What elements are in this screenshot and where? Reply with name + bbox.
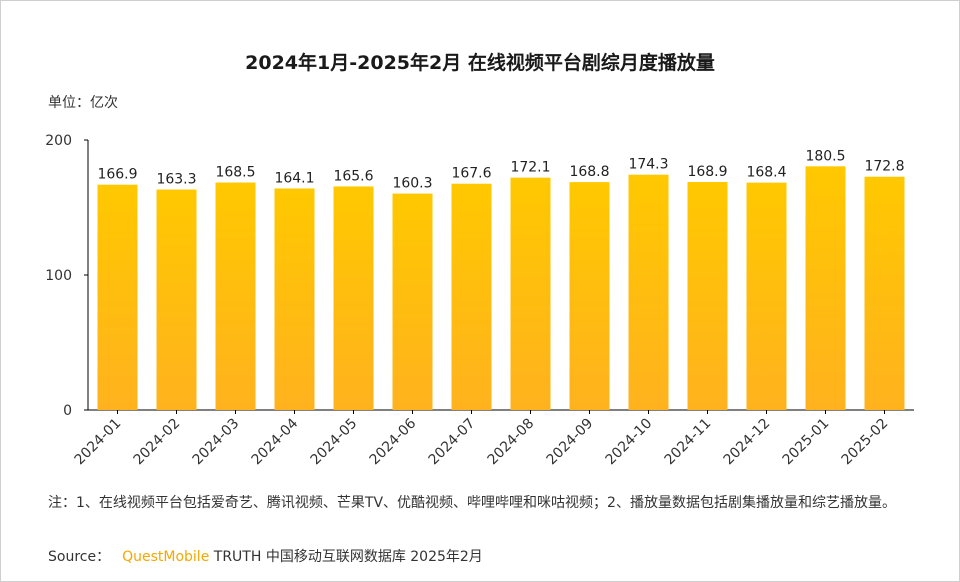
data-label: 174.3 — [628, 157, 668, 173]
bar — [274, 188, 315, 410]
x-tick-label: 2024-12 — [721, 416, 774, 469]
bar — [215, 182, 256, 410]
x-tick-label: 2024-11 — [662, 416, 715, 469]
y-tick-label: 0 — [63, 403, 72, 419]
bar — [97, 184, 138, 410]
y-tick-label: 200 — [45, 133, 72, 149]
data-label: 160.3 — [392, 176, 432, 192]
data-label: 168.4 — [746, 165, 786, 181]
x-tick-label: 2025-02 — [839, 416, 892, 469]
bar — [156, 189, 197, 410]
brand-logo: QuestMobile — [122, 549, 210, 565]
bar — [628, 174, 669, 410]
data-label: 180.5 — [805, 148, 845, 164]
x-tick-label: 2024-04 — [249, 415, 302, 468]
data-label: 172.1 — [510, 160, 550, 176]
data-label: 168.5 — [215, 165, 255, 181]
chart-title: 2024年1月-2025年2月 在线视频平台剧综月度播放量 — [245, 52, 715, 74]
x-tick-label: 2025-01 — [780, 416, 833, 469]
bar — [392, 193, 433, 410]
x-tick-label: 2024-09 — [544, 416, 597, 469]
data-label: 167.6 — [451, 166, 491, 182]
unit-label: 单位：亿次 — [48, 95, 118, 111]
bar — [569, 182, 610, 410]
data-label: 165.6 — [333, 168, 373, 184]
x-tick-label: 2024-05 — [308, 416, 361, 469]
data-label: 168.8 — [569, 164, 609, 180]
data-label: 168.9 — [687, 164, 727, 180]
bar — [333, 186, 374, 410]
data-label: 163.3 — [156, 172, 196, 188]
data-label: 166.9 — [97, 167, 137, 183]
x-tick-label: 2024-07 — [426, 416, 479, 469]
x-tick-label: 2024-06 — [367, 415, 420, 468]
footnote: 注：1、在线视频平台包括爱奇艺、腾讯视频、芒果TV、优酷视频、哔哩哔哩和咪咕视频… — [48, 495, 896, 511]
x-tick-label: 2024-01 — [72, 416, 125, 469]
data-label: 164.1 — [274, 170, 314, 186]
x-tick-label: 2024-02 — [131, 416, 184, 469]
bar — [451, 183, 492, 410]
x-tick-label: 2024-03 — [190, 416, 243, 469]
source-label: Source： — [48, 549, 111, 565]
source-line: Source： QuestMobile TRUTH 中国移动互联网数据库 2025… — [48, 546, 483, 566]
x-tick-label: 2024-10 — [603, 416, 656, 469]
x-tick-label: 2024-08 — [485, 416, 538, 469]
y-tick-label: 100 — [45, 268, 72, 284]
source-text: TRUTH 中国移动互联网数据库 2025年2月 — [213, 549, 483, 565]
bar — [746, 182, 787, 410]
bar — [510, 177, 551, 410]
bar — [805, 166, 846, 410]
data-label: 172.8 — [864, 159, 904, 175]
bar — [687, 181, 728, 410]
bar — [864, 176, 905, 410]
